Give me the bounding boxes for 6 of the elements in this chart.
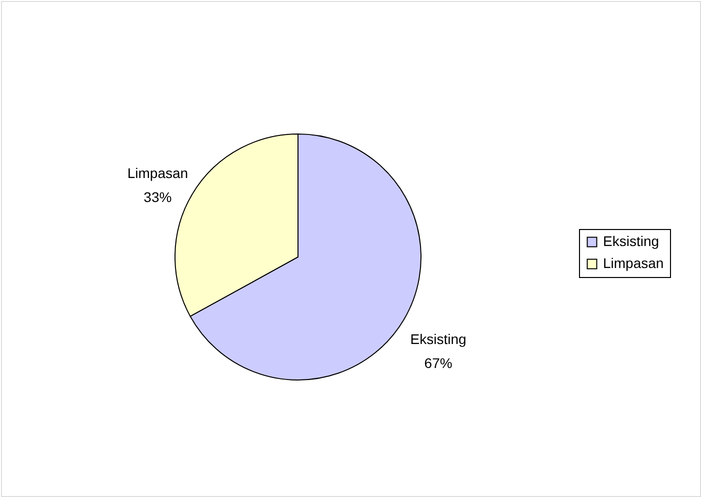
- data-label: 67%: [424, 354, 452, 371]
- slice-label: Limpasan: [127, 165, 188, 182]
- legend-label: Limpasan: [603, 255, 664, 271]
- legend-label: Eksisting: [603, 233, 660, 249]
- slice-label: Eksisting: [410, 330, 466, 347]
- data-label: 33%: [144, 189, 172, 206]
